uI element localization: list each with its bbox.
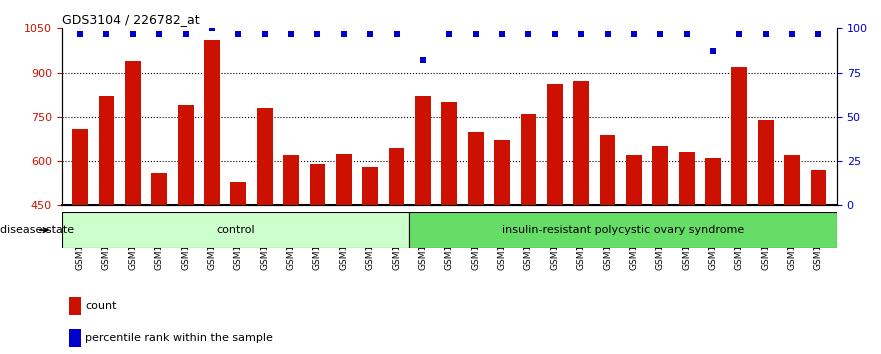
Point	[732, 31, 746, 36]
Point	[495, 31, 509, 36]
Bar	[72, 129, 88, 338]
Bar	[547, 84, 563, 338]
Bar	[652, 146, 668, 338]
Point	[627, 31, 641, 36]
Text: count: count	[85, 301, 116, 311]
Text: insulin-resistant polycystic ovary syndrome: insulin-resistant polycystic ovary syndr…	[502, 225, 744, 235]
Point	[416, 57, 430, 63]
Point	[574, 31, 589, 36]
Point	[785, 31, 799, 36]
Bar	[70, 329, 81, 347]
Bar	[389, 148, 404, 338]
Point	[205, 25, 219, 31]
Point	[100, 31, 114, 36]
Bar	[678, 152, 694, 338]
Bar	[336, 154, 352, 338]
Bar	[811, 170, 826, 338]
Point	[73, 31, 87, 36]
Point	[152, 31, 167, 36]
Bar	[784, 155, 800, 338]
Point	[284, 31, 298, 36]
Point	[389, 31, 403, 36]
Bar	[362, 167, 378, 338]
Bar	[441, 102, 457, 338]
FancyBboxPatch shape	[62, 212, 409, 248]
Bar	[204, 40, 220, 338]
Bar	[521, 114, 537, 338]
Bar	[70, 297, 81, 315]
Bar	[731, 67, 747, 338]
Bar	[626, 155, 642, 338]
Bar	[283, 155, 299, 338]
Point	[232, 31, 246, 36]
Point	[811, 31, 825, 36]
Point	[759, 31, 773, 36]
Bar	[256, 108, 272, 338]
Text: control: control	[216, 225, 255, 235]
Point	[310, 31, 324, 36]
Bar	[705, 158, 721, 338]
Point	[653, 31, 667, 36]
Point	[442, 31, 456, 36]
Point	[126, 31, 140, 36]
FancyBboxPatch shape	[409, 212, 837, 248]
Point	[522, 31, 536, 36]
Bar	[125, 61, 141, 338]
Text: percentile rank within the sample: percentile rank within the sample	[85, 333, 273, 343]
Point	[363, 31, 377, 36]
Bar	[574, 81, 589, 338]
Bar	[468, 132, 484, 338]
Bar	[178, 105, 194, 338]
Bar	[415, 96, 431, 338]
Bar	[99, 96, 115, 338]
Point	[706, 48, 720, 54]
Point	[548, 31, 562, 36]
Point	[337, 31, 351, 36]
Bar	[494, 141, 510, 338]
Bar	[309, 164, 325, 338]
Point	[679, 31, 693, 36]
Bar	[231, 182, 247, 338]
Bar	[152, 173, 167, 338]
Bar	[758, 120, 774, 338]
Point	[257, 31, 271, 36]
Bar	[600, 135, 616, 338]
Text: GDS3104 / 226782_at: GDS3104 / 226782_at	[62, 13, 199, 26]
Text: disease state: disease state	[0, 225, 74, 235]
Point	[601, 31, 615, 36]
Point	[469, 31, 483, 36]
Point	[179, 31, 193, 36]
